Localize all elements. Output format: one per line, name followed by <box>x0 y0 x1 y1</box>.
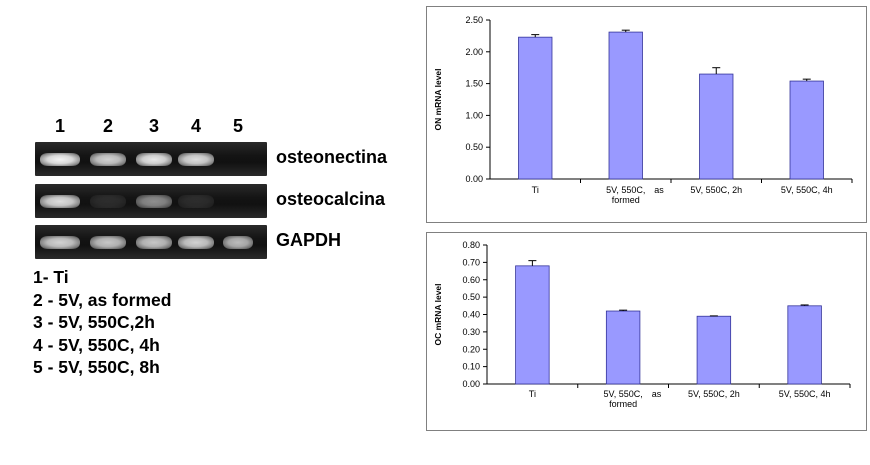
gel-band <box>178 195 214 208</box>
gene-label-gapdh: GAPDH <box>276 230 342 250</box>
x-tick-label: formed <box>609 399 637 409</box>
y-tick-label: 0.00 <box>465 174 483 184</box>
gene-label-osteocalcina: osteocalcina <box>276 189 386 209</box>
on-mrna-bar-chart: 0.00 0.50 1.00 1.50 2.00 2.50 ON mRNA level Ti 5… <box>433 15 853 205</box>
y-tick-label: 0.10 <box>462 362 480 372</box>
gel-band <box>40 195 80 208</box>
lane-number-4: 4 <box>190 116 201 136</box>
x-tick-label-fragment: as <box>654 185 664 195</box>
legend-item: 4 - 5V, 550C, 4h <box>33 334 160 355</box>
y-tick-label: 0.40 <box>462 310 480 320</box>
gel-strip-osteonectina <box>35 142 267 176</box>
legend-item: 2 - 5V, as formed <box>33 289 172 310</box>
lane-number-2: 2 <box>102 116 113 136</box>
y-tick-label: 0.70 <box>462 257 480 267</box>
gel-band <box>136 195 172 208</box>
gel-band <box>40 153 80 166</box>
x-tick-label: Ti <box>532 185 539 195</box>
gel-band <box>90 153 126 166</box>
legend-item: 5 - 5V, 550C, 8h <box>33 357 160 377</box>
y-tick-label: 0.50 <box>465 142 483 152</box>
x-tick-label: 5V, 550C, 2h <box>690 185 742 195</box>
gel-band <box>136 153 172 166</box>
y-tick-label: 1.50 <box>465 79 483 89</box>
legend-item: 1- Ti <box>33 267 69 287</box>
lane-number-5: 5 <box>232 116 243 136</box>
legend-item: 3 - 5V, 550C,2h <box>33 312 155 332</box>
x-tick-label: 5V, 550C, <box>606 185 645 195</box>
x-tick-label: 5V, 550C, 4h <box>779 389 831 399</box>
bar <box>518 36 553 180</box>
lane-legend: 1- Ti 2 - 5V, as formed 3 - 5V, 550C,2h 4 -… <box>33 266 171 379</box>
bar <box>699 73 734 180</box>
on-chart-panel: 0.00 0.50 1.00 1.50 2.00 2.50 ON mRNA level Ti 5… <box>426 6 867 223</box>
bar <box>696 315 732 385</box>
lane-number-1: 1 <box>54 116 65 136</box>
oc-chart-panel: 0.00 0.10 0.20 0.30 0.40 0.50 0.60 0.70 0.80 OC m… <box>426 232 867 431</box>
x-tick-label: 5V, 550C, <box>604 389 643 399</box>
y-tick-label: 0.50 <box>462 292 480 302</box>
y-tick-label: 2.50 <box>465 15 483 25</box>
y-tick-label: 0.60 <box>462 275 480 285</box>
bar <box>515 265 550 385</box>
y-tick-label: 0.80 <box>462 240 480 250</box>
y-tick-label: 1.00 <box>465 110 483 120</box>
y-axis-label: OC mRNA level <box>433 283 443 345</box>
gel-band <box>90 195 126 208</box>
gel-band <box>90 236 126 249</box>
x-tick-label: 5V, 550C, 2h <box>688 389 740 399</box>
gel-band <box>136 236 172 249</box>
bar <box>608 31 643 180</box>
gel-band <box>40 236 80 249</box>
x-tick-label: 5V, 550C, 4h <box>781 185 833 195</box>
bar <box>789 80 824 180</box>
x-tick-label: Ti <box>529 389 536 399</box>
gel-band <box>178 236 214 249</box>
bar <box>605 310 641 385</box>
gel-band <box>178 153 214 166</box>
y-tick-label: 0.00 <box>462 379 480 389</box>
x-tick-label: formed <box>612 195 640 205</box>
gel-figure: 1 2 3 4 5 osteonectina osteocalcina GAPDH 1- T… <box>0 0 420 465</box>
gel-band <box>223 236 253 249</box>
gel-strip-osteocalcina <box>35 184 267 218</box>
oc-mrna-bar-chart: 0.00 0.10 0.20 0.30 0.40 0.50 0.60 0.70 0.80 OC m… <box>433 240 851 409</box>
y-tick-label: 2.00 <box>465 47 483 57</box>
x-tick-label-fragment: as <box>652 389 662 399</box>
lane-number-3: 3 <box>148 116 159 136</box>
y-axis-label: ON mRNA level <box>433 68 443 130</box>
gel-strip-gapdh <box>35 225 267 259</box>
y-tick-label: 0.20 <box>462 344 480 354</box>
bar <box>787 305 822 385</box>
gene-label-osteonectina: osteonectina <box>276 147 388 167</box>
y-tick-label: 0.30 <box>462 327 480 337</box>
